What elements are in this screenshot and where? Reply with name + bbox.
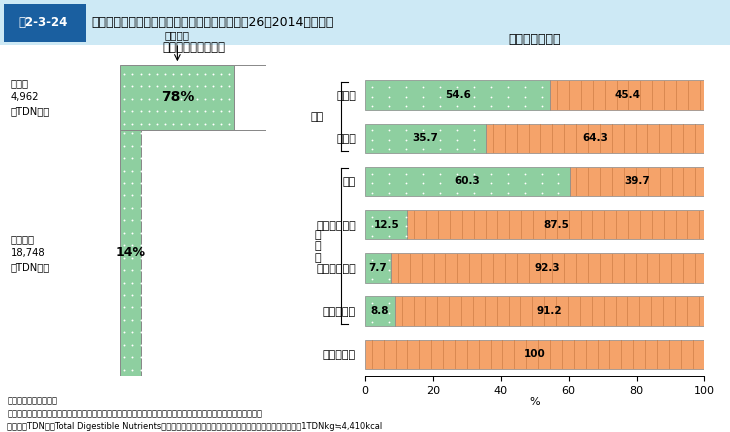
- Text: ２）TDNは、Total Digestible Nutrientsの略。家畜が消化できる養分の総量で、カロリーに近い概念。1TDNkg≒4,410kcal: ２）TDNは、Total Digestible Nutrientsの略。家畜が消…: [7, 422, 383, 431]
- Bar: [234, 65, 266, 130]
- Text: 8.8: 8.8: [371, 306, 389, 316]
- Bar: [395, 296, 704, 326]
- Bar: [365, 210, 407, 239]
- Text: 自給部分: 自給部分: [165, 30, 190, 40]
- Text: 35.7: 35.7: [412, 133, 439, 143]
- Text: 54.6: 54.6: [445, 90, 471, 100]
- Text: 濃厚飼料
18,748
千TDNトン: 濃厚飼料 18,748 千TDNトン: [11, 234, 50, 272]
- Text: 注：１）粗飼料は、乾草、サイレージ、稲わら等、濃厚飼料は、とうもろこし、大豆油かす、こうりゃん、大麦等: 注：１）粗飼料は、乾草、サイレージ、稲わら等、濃厚飼料は、とうもろこし、大豆油か…: [7, 409, 262, 418]
- Text: 資料：農林水産省作成: 資料：農林水産省作成: [7, 397, 57, 406]
- Text: 78%: 78%: [161, 90, 194, 105]
- Bar: [365, 340, 704, 369]
- Text: 87.5: 87.5: [543, 219, 569, 230]
- Bar: [365, 80, 550, 110]
- Text: 濃厚飼料: 濃厚飼料: [0, 431, 1, 432]
- Text: 45.4: 45.4: [615, 90, 640, 100]
- Text: 粗飼料
4,962
千TDNトン: 粗飼料 4,962 千TDNトン: [11, 78, 50, 116]
- Bar: [365, 253, 391, 283]
- Bar: [569, 167, 704, 196]
- Title: （畜種別割合）: （畜種別割合）: [509, 33, 561, 46]
- Text: 60.3: 60.3: [455, 176, 480, 187]
- Text: 12.5: 12.5: [373, 219, 399, 230]
- Text: 粗飼料と濃厚飼料の供給量と畜種別割合（平成26（2014）年度）: 粗飼料と濃厚飼料の供給量と畜種別割合（平成26（2014）年度）: [91, 16, 334, 29]
- Text: 64.3: 64.3: [583, 133, 608, 143]
- Bar: [4, 3, 86, 42]
- Bar: [141, 130, 266, 376]
- Text: 酪農: 酪農: [311, 111, 324, 122]
- Text: 7.7: 7.7: [369, 263, 388, 273]
- Text: 肉
用
牛: 肉 用 牛: [314, 230, 320, 263]
- Bar: [407, 210, 704, 239]
- Bar: [550, 80, 704, 110]
- Bar: [486, 124, 704, 153]
- Text: 14%: 14%: [115, 246, 146, 259]
- Text: 図2-3-24: 図2-3-24: [18, 16, 68, 29]
- Text: 91.2: 91.2: [537, 306, 563, 316]
- Text: 粗飼料: 粗飼料: [0, 431, 1, 432]
- X-axis label: %: %: [529, 397, 540, 407]
- Bar: [391, 253, 704, 283]
- Bar: [365, 296, 395, 326]
- Text: 39.7: 39.7: [624, 176, 650, 187]
- Text: （供給量（概算））: （供給量（概算））: [162, 41, 225, 54]
- Text: 92.3: 92.3: [535, 263, 561, 273]
- Text: 100: 100: [524, 349, 545, 359]
- Bar: [365, 167, 569, 196]
- Bar: [365, 124, 486, 153]
- Bar: [120, 130, 141, 376]
- Bar: [120, 65, 234, 130]
